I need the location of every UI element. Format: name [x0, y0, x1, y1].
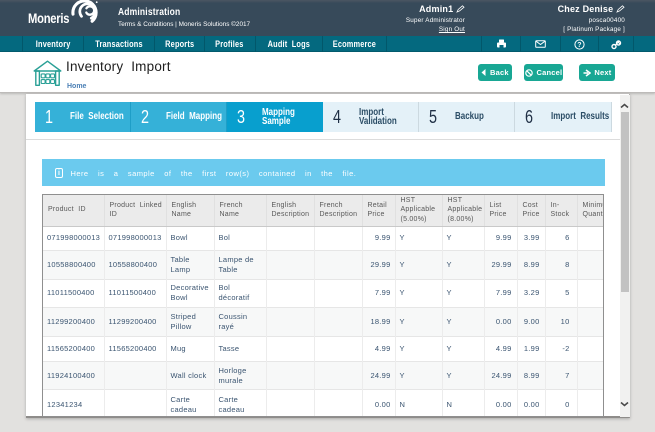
svg-text:?: ? — [577, 41, 581, 48]
